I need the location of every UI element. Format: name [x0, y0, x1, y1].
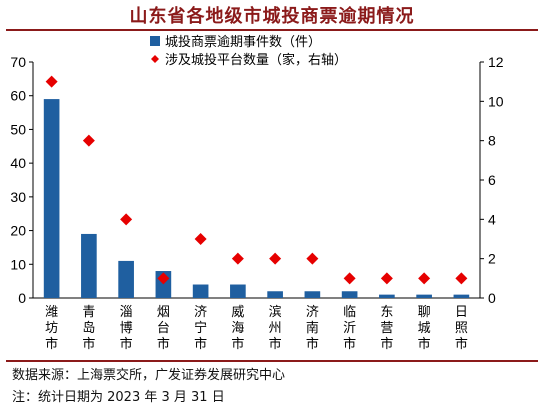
bar — [192, 284, 209, 298]
y-left-tick-label: 50 — [10, 121, 26, 137]
legend-label-marker: 涉及城投平台数量（家，右轴） — [165, 52, 347, 68]
marker — [269, 252, 282, 265]
y-left-tick-label: 60 — [10, 88, 26, 104]
date-note: 注：统计日期为 2023 年 3 月 31 日 — [12, 390, 225, 405]
category-label: 烟台市 — [157, 305, 170, 352]
category-label: 临沂市 — [343, 305, 356, 352]
marker — [157, 272, 170, 285]
bar — [118, 260, 134, 298]
category-label: 淄博市 — [120, 305, 133, 352]
category-label: 济南市 — [306, 305, 319, 352]
category-label: 潍坊市 — [45, 305, 58, 352]
category-label: 青岛市 — [82, 305, 95, 352]
bar — [267, 291, 283, 298]
category-label: 济宁市 — [194, 305, 207, 352]
y-right-tick-label: 12 — [488, 54, 504, 70]
bar — [379, 294, 395, 298]
bar — [453, 294, 470, 298]
y-left-tick-label: 10 — [10, 256, 26, 272]
bar — [43, 99, 60, 298]
legend-label-bar: 城投商票逾期事件数（件） — [165, 34, 321, 50]
marker — [231, 252, 244, 265]
category-label: 日照市 — [455, 305, 468, 352]
legend-swatch-marker — [151, 55, 159, 63]
marker — [343, 272, 356, 285]
bar — [230, 284, 246, 298]
y-left-tick-label: 30 — [10, 189, 26, 205]
marker — [194, 233, 207, 245]
y-left-tick-label: 70 — [10, 54, 26, 70]
marker — [306, 252, 319, 265]
title-rule-bottom — [6, 360, 538, 362]
bar — [304, 291, 321, 298]
marker — [45, 75, 58, 88]
y-right-tick-label: 6 — [488, 172, 496, 188]
chart-title: 山东省各地级市城投商票逾期情况 — [129, 6, 415, 27]
marker — [455, 272, 468, 285]
category-label: 滨州市 — [269, 304, 282, 352]
source-note: 数据来源：上海票交所，广发证券发展研究中心 — [12, 368, 286, 383]
y-right-tick-label: 8 — [488, 133, 496, 149]
title-rule-top — [6, 29, 538, 31]
marker — [120, 213, 133, 226]
legend-swatch-bar — [150, 36, 160, 46]
category-label: 聊城市 — [418, 305, 431, 352]
category-label: 东营市 — [380, 305, 393, 352]
y-left-tick-label: 0 — [18, 290, 26, 306]
y-right-tick-label: 4 — [488, 211, 496, 227]
bar — [416, 294, 432, 298]
bar — [81, 233, 97, 298]
marker — [82, 134, 95, 147]
y-right-tick-label: 2 — [488, 251, 496, 267]
marker — [380, 272, 393, 285]
marker — [418, 272, 431, 285]
y-left-tick-label: 40 — [10, 155, 26, 171]
y-right-tick-label: 10 — [488, 93, 504, 109]
y-left-tick-label: 20 — [10, 223, 26, 239]
bar — [341, 291, 358, 298]
category-label: 威海市 — [231, 305, 244, 352]
y-right-tick-label: 0 — [488, 290, 496, 306]
